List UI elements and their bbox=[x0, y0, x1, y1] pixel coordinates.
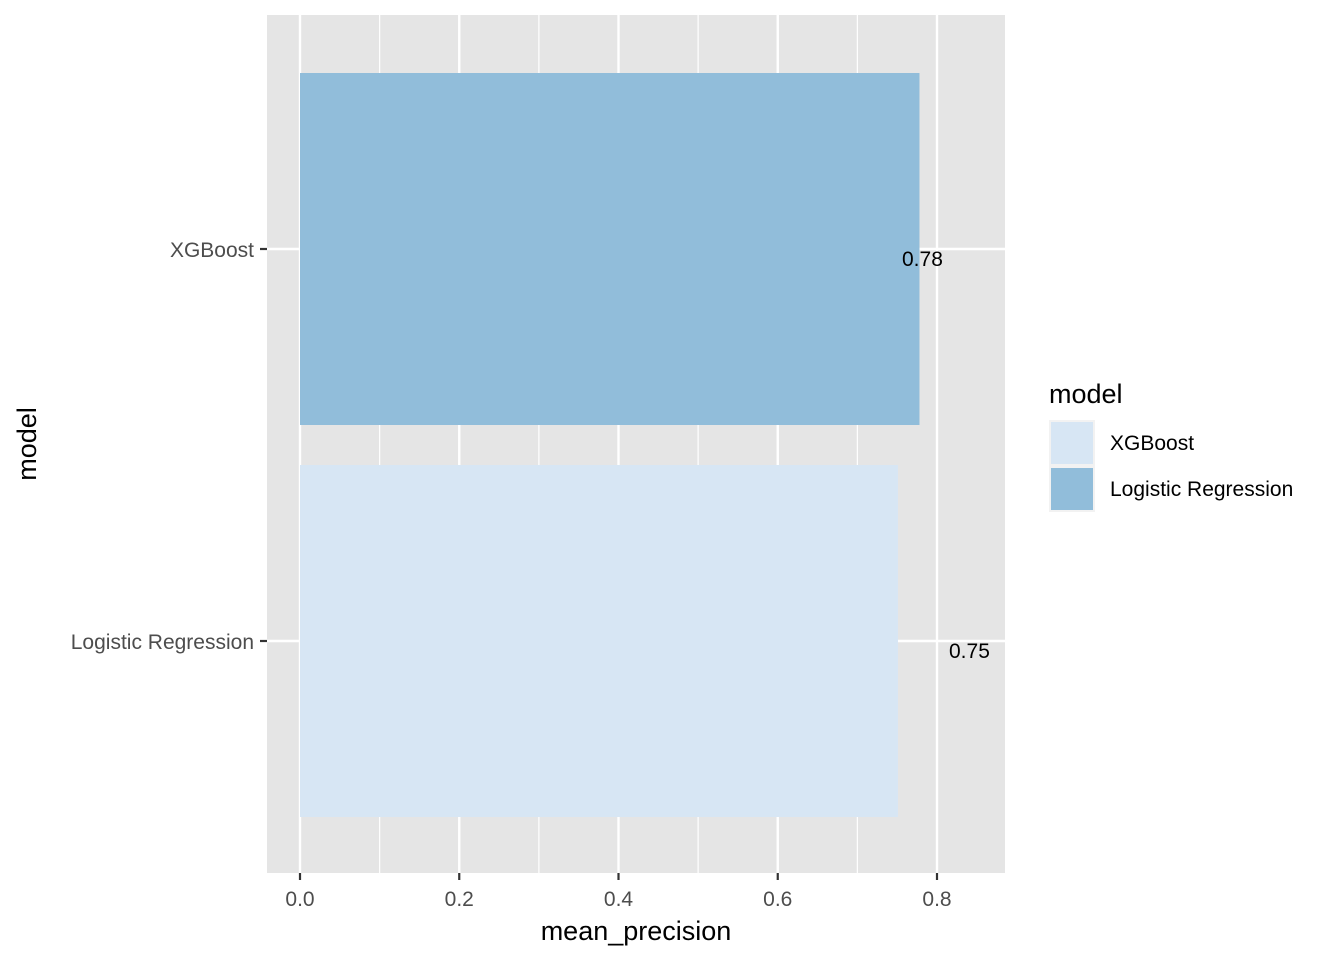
x-axis-title: mean_precision bbox=[541, 916, 732, 946]
x-tick-label: 0.2 bbox=[445, 888, 474, 911]
legend-swatch bbox=[1051, 422, 1093, 464]
data-label: 0.75 bbox=[949, 640, 990, 663]
x-tick-label: 0.0 bbox=[285, 888, 314, 911]
x-tick-label: 0.4 bbox=[604, 888, 634, 911]
bar bbox=[300, 465, 898, 817]
y-tick-label: XGBoost bbox=[170, 239, 254, 262]
bars bbox=[300, 73, 920, 817]
y-tick-label: Logistic Regression bbox=[71, 631, 254, 654]
legend: model XGBoost Logistic Regression bbox=[1049, 379, 1293, 512]
legend-swatch bbox=[1051, 468, 1093, 510]
legend-label: XGBoost bbox=[1110, 432, 1194, 455]
y-axis: Logistic Regression XGBoost bbox=[71, 239, 267, 654]
y-axis-title: model bbox=[12, 407, 42, 481]
x-axis: 0.0 0.2 0.4 0.6 0.8 bbox=[285, 873, 952, 911]
legend-title: model bbox=[1049, 379, 1123, 409]
legend-label: Logistic Regression bbox=[1110, 478, 1293, 501]
data-label: 0.78 bbox=[902, 248, 943, 271]
x-tick-label: 0.6 bbox=[763, 888, 792, 911]
bar bbox=[300, 73, 920, 425]
data-labels: 0.78 0.75 bbox=[902, 248, 990, 663]
x-tick-label: 0.8 bbox=[922, 888, 951, 911]
